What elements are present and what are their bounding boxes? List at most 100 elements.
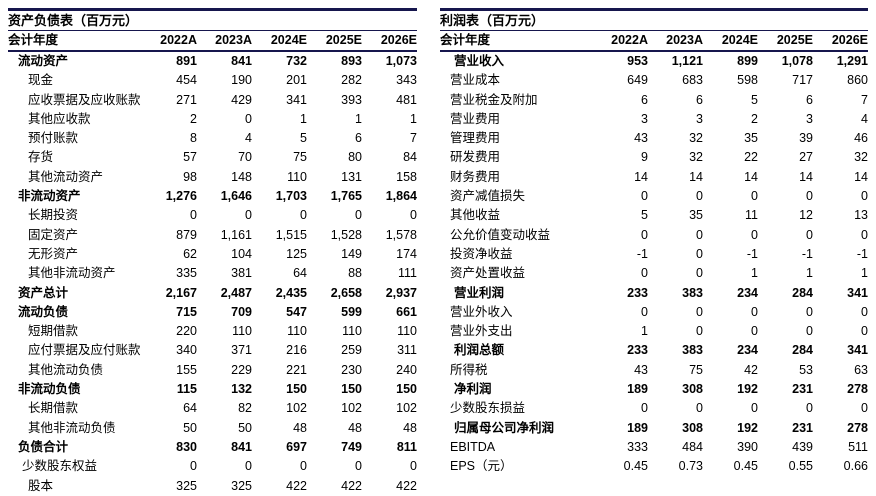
cell-value: 390 bbox=[737, 439, 758, 454]
column-header: 会计年度 bbox=[440, 33, 491, 47]
table-row: 股本 325 325 422 422 422 bbox=[8, 477, 417, 496]
cell-value: 325 bbox=[176, 478, 197, 493]
row-label: 资产总计 bbox=[18, 285, 69, 300]
balance-sheet-table: 资产负债表（百万元） 会计年度 2022A 2023A 2024E 2025E 2026E… bbox=[8, 8, 417, 496]
table-body: 流动资产 891 841 732 893 1,073 现金 454 190 201 282 343 应收… bbox=[8, 52, 417, 496]
cell-value: 32 bbox=[689, 150, 703, 165]
column-header: 2025E bbox=[776, 33, 813, 47]
table-row: 资产处置收益 0 0 1 1 1 bbox=[440, 264, 868, 283]
cell-value: 233 bbox=[627, 285, 648, 300]
row-label: 营业利润 bbox=[454, 285, 505, 300]
row-label: 长期借款 bbox=[28, 401, 79, 416]
cell-value: 111 bbox=[397, 266, 417, 281]
cell-value: 2,167 bbox=[165, 285, 197, 300]
cell-value: 383 bbox=[682, 343, 703, 358]
row-label: 负债合计 bbox=[18, 439, 69, 454]
column-header: 2023A bbox=[666, 33, 703, 47]
cell-value: 231 bbox=[792, 382, 813, 397]
table-row: 营业外收入 0 0 0 0 0 bbox=[440, 303, 868, 322]
cell-value: 393 bbox=[341, 92, 362, 107]
cell-value: 48 bbox=[403, 420, 417, 435]
cell-value: 234 bbox=[737, 285, 758, 300]
cell-value: 8 bbox=[190, 131, 197, 146]
cell-value: 284 bbox=[792, 285, 813, 300]
cell-value: 110 bbox=[287, 324, 307, 339]
cell-value: 0 bbox=[861, 324, 868, 339]
cell-value: 148 bbox=[231, 169, 252, 184]
cell-value: 57 bbox=[183, 150, 197, 165]
cell-value: 0 bbox=[190, 459, 197, 474]
row-label: 研发费用 bbox=[450, 150, 501, 165]
cell-value: 231 bbox=[792, 420, 813, 435]
cell-value: 481 bbox=[396, 92, 417, 107]
cell-value: 1,276 bbox=[165, 189, 197, 204]
cell-value: 5 bbox=[641, 208, 648, 223]
cell-value: 0 bbox=[696, 324, 703, 339]
cell-value: 12 bbox=[799, 208, 813, 223]
cell-value: 841 bbox=[231, 439, 252, 454]
cell-value: 229 bbox=[231, 362, 252, 377]
table-row: 利润总额 233 383 234 284 341 bbox=[440, 341, 868, 360]
cell-value: 150 bbox=[341, 382, 362, 397]
table-row: 资产减值损失 0 0 0 0 0 bbox=[440, 187, 868, 206]
cell-value: 22 bbox=[744, 150, 758, 165]
cell-value: 88 bbox=[348, 266, 362, 281]
cell-value: 233 bbox=[627, 343, 648, 358]
table-row: 其他应收款 2 0 1 1 1 bbox=[8, 110, 417, 129]
cell-value: -1 bbox=[801, 246, 813, 261]
cell-value: 102 bbox=[396, 401, 417, 416]
column-header: 2022A bbox=[160, 33, 197, 47]
cell-value: 0 bbox=[751, 227, 758, 242]
table-row: 营业费用 3 3 2 3 4 bbox=[440, 110, 868, 129]
cell-value: 220 bbox=[176, 324, 197, 339]
cell-value: 6 bbox=[355, 131, 362, 146]
row-label: 管理费用 bbox=[450, 131, 501, 146]
cell-value: 0 bbox=[300, 208, 307, 223]
cell-value: 333 bbox=[627, 439, 648, 454]
cell-value: 11 bbox=[745, 208, 758, 223]
row-label: 存货 bbox=[28, 150, 54, 165]
cell-value: 75 bbox=[293, 150, 307, 165]
table-title: 资产负债表（百万元） bbox=[8, 11, 417, 31]
cell-value: 32 bbox=[689, 131, 703, 146]
cell-value: 14 bbox=[799, 169, 813, 184]
row-label: 非流动负债 bbox=[18, 382, 81, 397]
row-label: EPS（元） bbox=[450, 459, 513, 474]
table-row: 管理费用 43 32 35 39 46 bbox=[440, 129, 868, 148]
cell-value: 189 bbox=[627, 382, 648, 397]
cell-value: 715 bbox=[176, 304, 197, 319]
table-row: 存货 57 70 75 80 84 bbox=[8, 148, 417, 167]
cell-value: 1 bbox=[751, 266, 758, 281]
cell-value: 240 bbox=[396, 362, 417, 377]
cell-value: 35 bbox=[744, 131, 758, 146]
table-row: 公允价值变动收益 0 0 0 0 0 bbox=[440, 226, 868, 245]
table-row: 固定资产 879 1,161 1,515 1,528 1,578 bbox=[8, 226, 417, 245]
cell-value: 0 bbox=[190, 208, 197, 223]
table-row: 净利润 189 308 192 231 278 bbox=[440, 380, 868, 399]
table-row: 非流动负债 115 132 150 150 150 bbox=[8, 380, 417, 399]
table-row: 短期借款 220 110 110 110 110 bbox=[8, 322, 417, 341]
cell-value: 2 bbox=[190, 111, 197, 126]
cell-value: 150 bbox=[396, 382, 417, 397]
cell-value: 0 bbox=[245, 111, 252, 126]
table-row: EBITDA 333 484 390 439 511 bbox=[440, 438, 868, 457]
table-row: 营业税金及附加 6 6 5 6 7 bbox=[440, 91, 868, 110]
cell-value: 0 bbox=[861, 401, 868, 416]
cell-value: 732 bbox=[286, 54, 307, 68]
cell-value: 6 bbox=[696, 92, 703, 107]
cell-value: 230 bbox=[341, 362, 362, 377]
cell-value: 1,528 bbox=[330, 227, 362, 242]
row-label: 投资净收益 bbox=[450, 246, 513, 261]
table-row: 归属母公司净利润 189 308 192 231 278 bbox=[440, 419, 868, 438]
cell-value: 75 bbox=[689, 362, 703, 377]
cell-value: 14 bbox=[689, 169, 703, 184]
cell-value: 422 bbox=[341, 478, 362, 493]
cell-value: 43 bbox=[634, 362, 648, 377]
cell-value: 0 bbox=[751, 304, 758, 319]
cell-value: 5 bbox=[751, 92, 758, 107]
column-header: 2023A bbox=[215, 33, 252, 47]
table-row: 资产总计 2,167 2,487 2,435 2,658 2,937 bbox=[8, 284, 417, 303]
cell-value: 271 bbox=[176, 92, 197, 107]
cell-value: 0 bbox=[806, 324, 813, 339]
